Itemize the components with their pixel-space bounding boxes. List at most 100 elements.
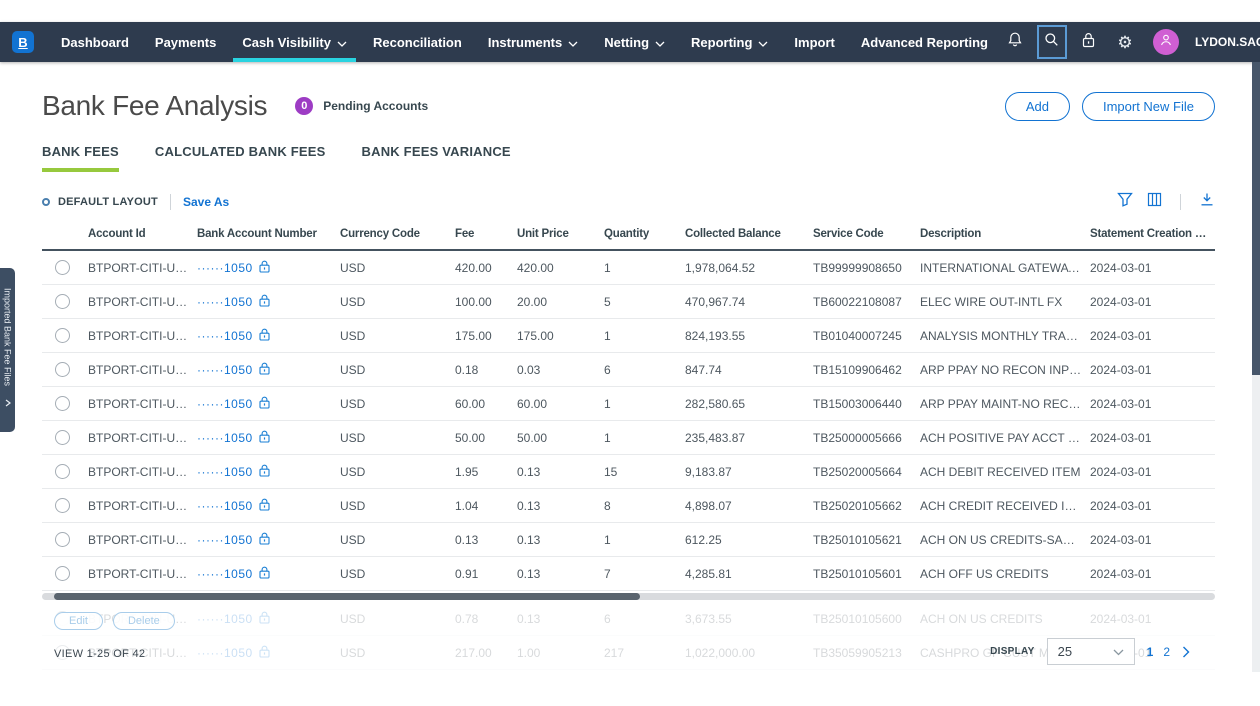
notifications-button[interactable] xyxy=(1001,27,1029,57)
table-row[interactable]: BTPORT-CITI-USD ······1050 USD 0.91 0.13… xyxy=(42,557,1215,591)
tab-bank-fees[interactable]: BANK FEES xyxy=(42,144,119,172)
row-radio[interactable] xyxy=(55,532,70,547)
column-header-description[interactable]: Description xyxy=(920,228,982,240)
nav-item-import[interactable]: Import xyxy=(781,22,847,62)
nav-item-cash-visibility[interactable]: Cash Visibility xyxy=(229,22,360,62)
tab-calculated-bank-fees[interactable]: CALCULATED BANK FEES xyxy=(154,144,326,159)
masked-account-number[interactable]: ······1050 xyxy=(197,464,253,479)
layout-bar: DEFAULT LAYOUT Save As xyxy=(42,192,1215,212)
brand-logo[interactable]: B xyxy=(12,31,34,53)
nav-item-dashboard[interactable]: Dashboard xyxy=(48,22,142,62)
cell-unit-price: 1.00 xyxy=(517,645,541,660)
nav-item-reporting[interactable]: Reporting xyxy=(678,22,781,62)
row-radio[interactable] xyxy=(55,430,70,445)
column-header-unit-price[interactable]: Unit Price xyxy=(517,228,569,240)
cell-account-id: BTPORT-CITI-USD xyxy=(88,260,192,275)
layout-selector[interactable]: DEFAULT LAYOUT xyxy=(42,196,158,208)
nav-item-advanced-reporting[interactable]: Advanced Reporting xyxy=(848,22,1001,62)
masked-account-number[interactable]: ······1050 xyxy=(197,328,253,343)
column-header-collected-balance[interactable]: Collected Balance xyxy=(685,228,781,240)
cell-fee: 175.00 xyxy=(455,328,492,343)
user-label[interactable]: LYDON.SACOFF@BOTTOM... xyxy=(1194,35,1260,49)
table-row[interactable]: BTPORT-CITI-USD ······1050 USD 217.00 1.… xyxy=(42,636,1215,670)
vertical-scrollbar[interactable] xyxy=(1252,62,1260,672)
nav-item-instruments[interactable]: Instruments xyxy=(475,22,591,62)
chevron-down-icon xyxy=(655,35,665,50)
table-row[interactable]: BTPORT-CITI-USD ······1050 USD 1.95 0.13… xyxy=(42,455,1215,489)
cell-currency-code: USD xyxy=(340,396,366,411)
nav-item-reconciliation[interactable]: Reconciliation xyxy=(360,22,475,62)
user-avatar[interactable] xyxy=(1152,29,1179,55)
page-number-2[interactable]: 2 xyxy=(1163,644,1170,659)
column-header-bank-account-number[interactable]: Bank Account Number xyxy=(197,228,317,240)
vertical-scrollbar-thumb[interactable] xyxy=(1252,62,1260,375)
masked-account-number[interactable]: ······1050 xyxy=(197,566,253,581)
table-row[interactable]: BTPORT-CITI-USD ······1050 USD 0.13 0.13… xyxy=(42,523,1215,557)
column-header-fee[interactable]: Fee xyxy=(455,228,475,240)
lock-icon xyxy=(259,498,270,514)
lock-icon xyxy=(259,566,270,582)
next-page-button[interactable] xyxy=(1182,646,1190,658)
nav-item-netting[interactable]: Netting xyxy=(591,22,678,62)
masked-account-number[interactable]: ······1050 xyxy=(197,498,253,513)
masked-account-number[interactable]: ······1050 xyxy=(197,645,253,660)
delete-button[interactable]: Delete xyxy=(112,612,175,630)
table-row[interactable]: BTPORT-CITI-USD ······1050 USD 0.18 0.03… xyxy=(42,353,1215,387)
column-header-service-code[interactable]: Service Code xyxy=(813,228,884,240)
edit-button[interactable]: Edit xyxy=(54,612,103,630)
column-header-statement-creation-date[interactable]: Statement Creation Date xyxy=(1090,228,1215,240)
row-radio[interactable] xyxy=(55,362,70,377)
imported-bank-fee-files-tab[interactable]: Imported Bank Fee Files xyxy=(0,268,15,432)
row-radio[interactable] xyxy=(55,464,70,479)
column-header-quantity[interactable]: Quantity xyxy=(604,228,650,240)
row-radio[interactable] xyxy=(55,294,70,309)
page-size-dropdown[interactable]: 25 xyxy=(1046,638,1135,665)
page-number-1[interactable]: 1 xyxy=(1146,644,1154,659)
nav-item-payments[interactable]: Payments xyxy=(142,22,229,62)
settings-button[interactable]: ⚙ xyxy=(1111,27,1139,57)
cell-unit-price: 0.13 xyxy=(517,464,541,479)
import-new-file-button[interactable]: Import New File xyxy=(1081,91,1215,121)
masked-account-number[interactable]: ······1050 xyxy=(197,362,253,377)
cell-fee: 0.78 xyxy=(455,611,479,626)
table-row[interactable]: BTPORT-CITI-USD ······1050 USD 50.00 50.… xyxy=(42,421,1215,455)
column-header-account-id[interactable]: Account Id xyxy=(88,228,146,240)
save-as-link[interactable]: Save As xyxy=(182,195,230,209)
column-header-currency-code[interactable]: Currency Code xyxy=(340,228,420,240)
horizontal-scrollbar[interactable] xyxy=(42,593,1215,600)
tab-bank-fees-variance[interactable]: BANK FEES VARIANCE xyxy=(361,144,511,159)
masked-account-number[interactable]: ······1050 xyxy=(197,396,253,411)
masked-account-number[interactable]: ······1050 xyxy=(197,294,253,309)
row-radio[interactable] xyxy=(55,645,70,660)
row-radio[interactable] xyxy=(55,566,70,581)
table-row[interactable]: BTPORT-CITI-USD ······1050 USD 420.00 42… xyxy=(42,251,1215,285)
cell-currency-code: USD xyxy=(340,532,366,547)
masked-account-number[interactable]: ······1050 xyxy=(197,532,253,547)
table-row[interactable]: BTPORT-CITI-USD ······1050 USD 1.04 0.13… xyxy=(42,489,1215,523)
cell-collected-balance: 4,285.81 xyxy=(685,566,732,581)
add-button[interactable]: Add xyxy=(1004,91,1070,121)
filter-icon[interactable] xyxy=(1117,192,1133,212)
download-icon[interactable] xyxy=(1199,192,1215,212)
masked-account-number[interactable]: ······1050 xyxy=(197,430,253,445)
cell-statement-creation-date: 2024-03-01 xyxy=(1090,498,1152,513)
search-button[interactable] xyxy=(1036,25,1067,59)
cell-bank-account-number: ······1050 xyxy=(197,464,340,480)
row-radio[interactable] xyxy=(55,396,70,411)
table-row[interactable]: BTPORT-CITI-USD ······1050 USD 60.00 60.… xyxy=(42,387,1215,421)
table-row[interactable]: BTPORT-CITI-USD ······1050 USD 175.00 17… xyxy=(42,319,1215,353)
row-radio[interactable] xyxy=(55,328,70,343)
masked-account-number[interactable]: ······1050 xyxy=(197,611,253,626)
cell-quantity: 1 xyxy=(604,396,611,411)
horizontal-scrollbar-thumb[interactable] xyxy=(53,593,641,600)
cell-account-id: BTPORT-CITI-USD xyxy=(88,294,192,309)
table-row[interactable]: BTPORT-CITI-USD ······1050 USD 0.78 0.13… xyxy=(42,602,1215,636)
lock-button[interactable] xyxy=(1075,27,1103,57)
cell-bank-account-number: ······1050 xyxy=(197,645,340,661)
row-radio[interactable] xyxy=(55,498,70,513)
masked-account-number[interactable]: ······1050 xyxy=(197,260,253,275)
table-row[interactable]: BTPORT-CITI-USD ······1050 USD 100.00 20… xyxy=(42,285,1215,319)
row-radio[interactable] xyxy=(55,260,70,275)
columns-icon[interactable] xyxy=(1147,192,1162,212)
cell-select xyxy=(42,362,88,377)
